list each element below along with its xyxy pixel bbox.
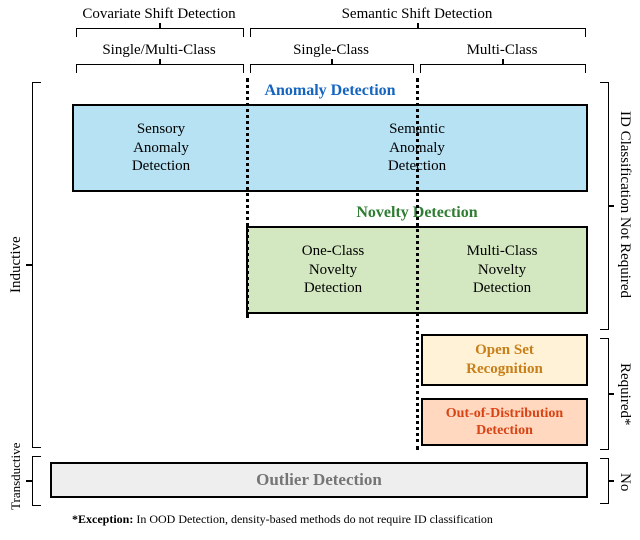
label-inductive: Inductive xyxy=(8,80,25,450)
bracket-covariate xyxy=(76,28,244,37)
bracket-tick-required xyxy=(608,393,614,395)
anomaly-sensory: Sensory Anomaly Detection xyxy=(74,120,248,176)
bracket-tick-no xyxy=(608,480,614,482)
label-required: Required* xyxy=(616,340,633,448)
header-semantic: Semantic Shift Detection xyxy=(246,6,588,23)
bracket-tick-single xyxy=(331,59,333,65)
label-transductive: Transductive xyxy=(8,452,24,510)
bracket-tick-transductive xyxy=(26,480,32,482)
bracket-tick-multi xyxy=(502,59,504,65)
anomaly-title: Anomaly Detection xyxy=(72,82,588,100)
open-set-box: Open Set Recognition xyxy=(421,334,588,386)
bracket-sm xyxy=(76,64,244,73)
label-not-required: ID Classification Not Required xyxy=(616,80,633,330)
outlier-box: Outlier Detection xyxy=(50,462,588,498)
footnote: *Exception: In OOD Detection, density-ba… xyxy=(72,512,612,527)
anomaly-box: Sensory Anomaly Detection Semantic Anoma… xyxy=(72,104,588,192)
ood-box: Out-of-Distribution Detection xyxy=(421,398,588,446)
subheader-single: Single-Class xyxy=(246,42,416,59)
diagram-root: Covariate Shift Detection Semantic Shift… xyxy=(0,0,640,540)
bracket-transductive xyxy=(32,456,41,506)
bracket-tick-sem xyxy=(417,23,419,29)
bracket-tick-sm xyxy=(159,59,161,65)
bracket-tick-inductive xyxy=(26,264,32,266)
novelty-multi-class: Multi-Class Novelty Detection xyxy=(418,242,586,298)
divider-2 xyxy=(416,78,419,450)
bracket-inductive xyxy=(32,82,41,448)
divider-1 xyxy=(246,78,249,318)
subheader-single-multi: Single/Multi-Class xyxy=(72,42,246,59)
bracket-tick-cov xyxy=(159,23,161,29)
bracket-multi xyxy=(420,64,586,73)
subheader-multi: Multi-Class xyxy=(416,42,588,59)
bracket-single xyxy=(250,64,414,73)
footnote-prefix: *Exception: xyxy=(72,512,133,526)
label-no: No xyxy=(616,460,633,504)
bracket-tick-not-required xyxy=(608,205,614,207)
bracket-semantic xyxy=(250,28,586,37)
novelty-one-class: One-Class Novelty Detection xyxy=(248,242,418,298)
footnote-text: In OOD Detection, density-based methods … xyxy=(133,512,493,526)
header-covariate: Covariate Shift Detection xyxy=(72,6,246,23)
